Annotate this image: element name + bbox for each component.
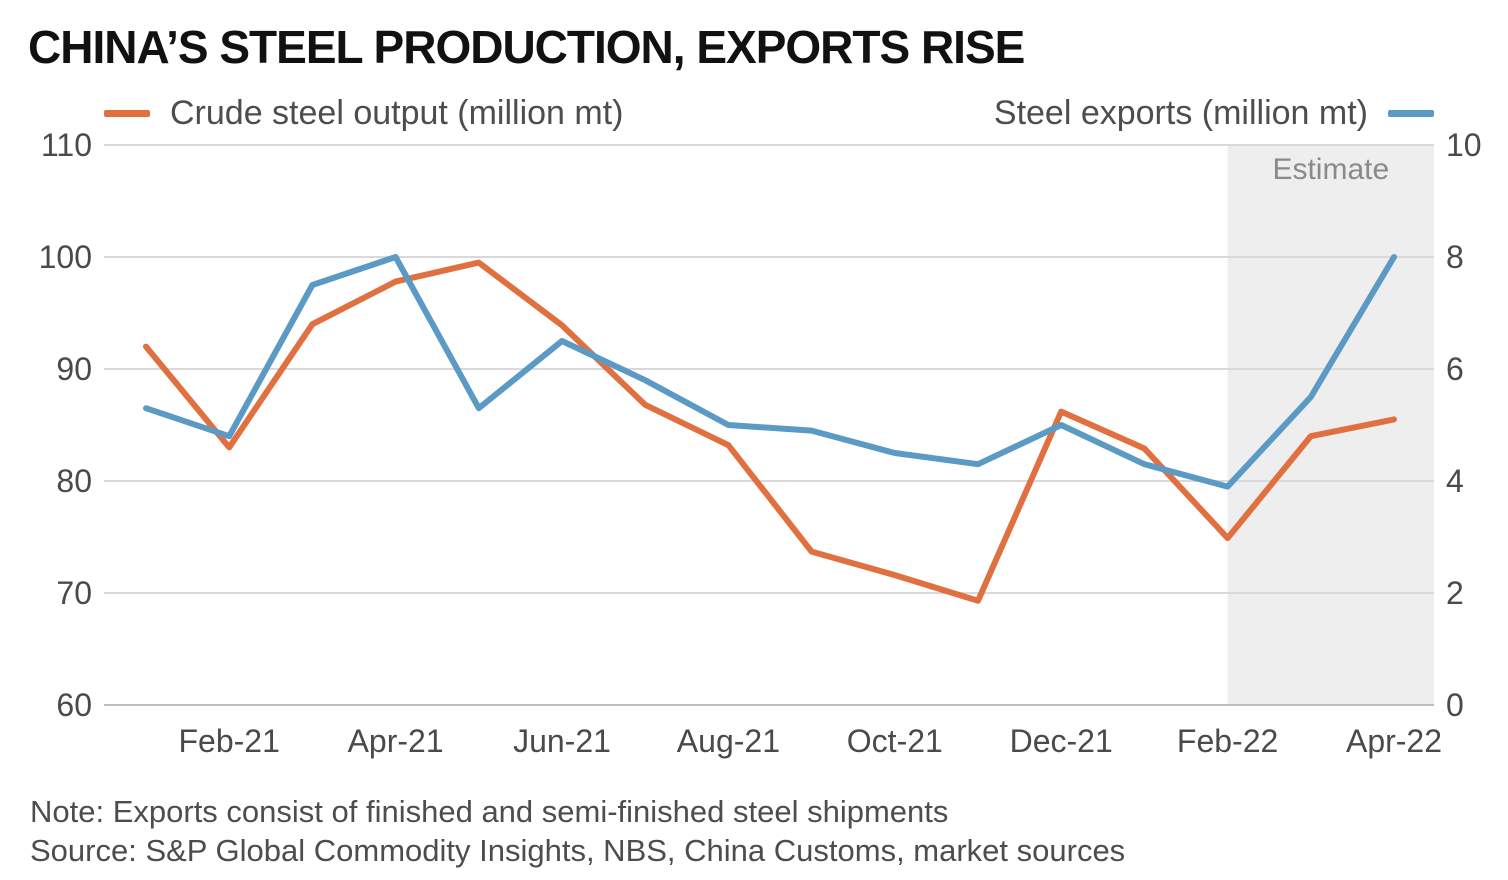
x-axis-tick-label: Feb-21 xyxy=(179,723,280,759)
legend-crude-output: Crude steel output (million mt) xyxy=(104,94,624,133)
x-axis-tick-label: Feb-22 xyxy=(1177,723,1278,759)
right-axis-tick-label: 0 xyxy=(1446,687,1464,723)
x-axis-tick-label: Dec-21 xyxy=(1010,723,1113,759)
left-axis-tick-label: 100 xyxy=(39,239,92,275)
chart-notes: Note: Exports consist of finished and se… xyxy=(30,792,1125,870)
left-axis-tick-label: 70 xyxy=(56,575,92,611)
source-text: Source: S&P Global Commodity Insights, N… xyxy=(30,833,1126,868)
legend-swatch-exports xyxy=(1388,110,1434,117)
chart-title: CHINA’S STEEL PRODUCTION, EXPORTS RISE xyxy=(28,21,1025,73)
legend-swatch-crude-output xyxy=(104,110,150,117)
x-axis-tick-label: Jun-21 xyxy=(513,723,611,759)
estimate-label: Estimate xyxy=(1272,153,1389,186)
left-axis-tick-label: 60 xyxy=(56,687,92,723)
x-axis-tick-label: Apr-21 xyxy=(348,723,444,759)
estimate-band xyxy=(1227,145,1434,705)
left-axis-tick-label: 80 xyxy=(56,463,92,499)
right-axis-tick-label: 10 xyxy=(1446,127,1482,163)
right-axis-tick-label: 4 xyxy=(1446,463,1464,499)
exports-line xyxy=(143,254,1397,490)
legend-label-crude-output: Crude steel output (million mt) xyxy=(170,94,624,132)
note-text: Note: Exports consist of finished and se… xyxy=(30,794,949,829)
right-axis-tick-label: 2 xyxy=(1446,575,1464,611)
x-axis-tick-label: Aug-21 xyxy=(677,723,780,759)
left-axis-tick-label: 110 xyxy=(41,127,92,163)
x-axis-tick-label: Oct-21 xyxy=(847,723,943,759)
left-axis-tick-label: 90 xyxy=(56,351,92,387)
right-axis-tick-label: 8 xyxy=(1446,239,1464,275)
x-axis-tick-label: Apr-22 xyxy=(1346,723,1442,759)
legend-label-exports: Steel exports (million mt) xyxy=(993,94,1368,132)
right-axis-tick-label: 6 xyxy=(1446,351,1464,387)
crude-output-line xyxy=(143,259,1397,604)
legend-exports: Steel exports (million mt) xyxy=(994,94,1434,133)
